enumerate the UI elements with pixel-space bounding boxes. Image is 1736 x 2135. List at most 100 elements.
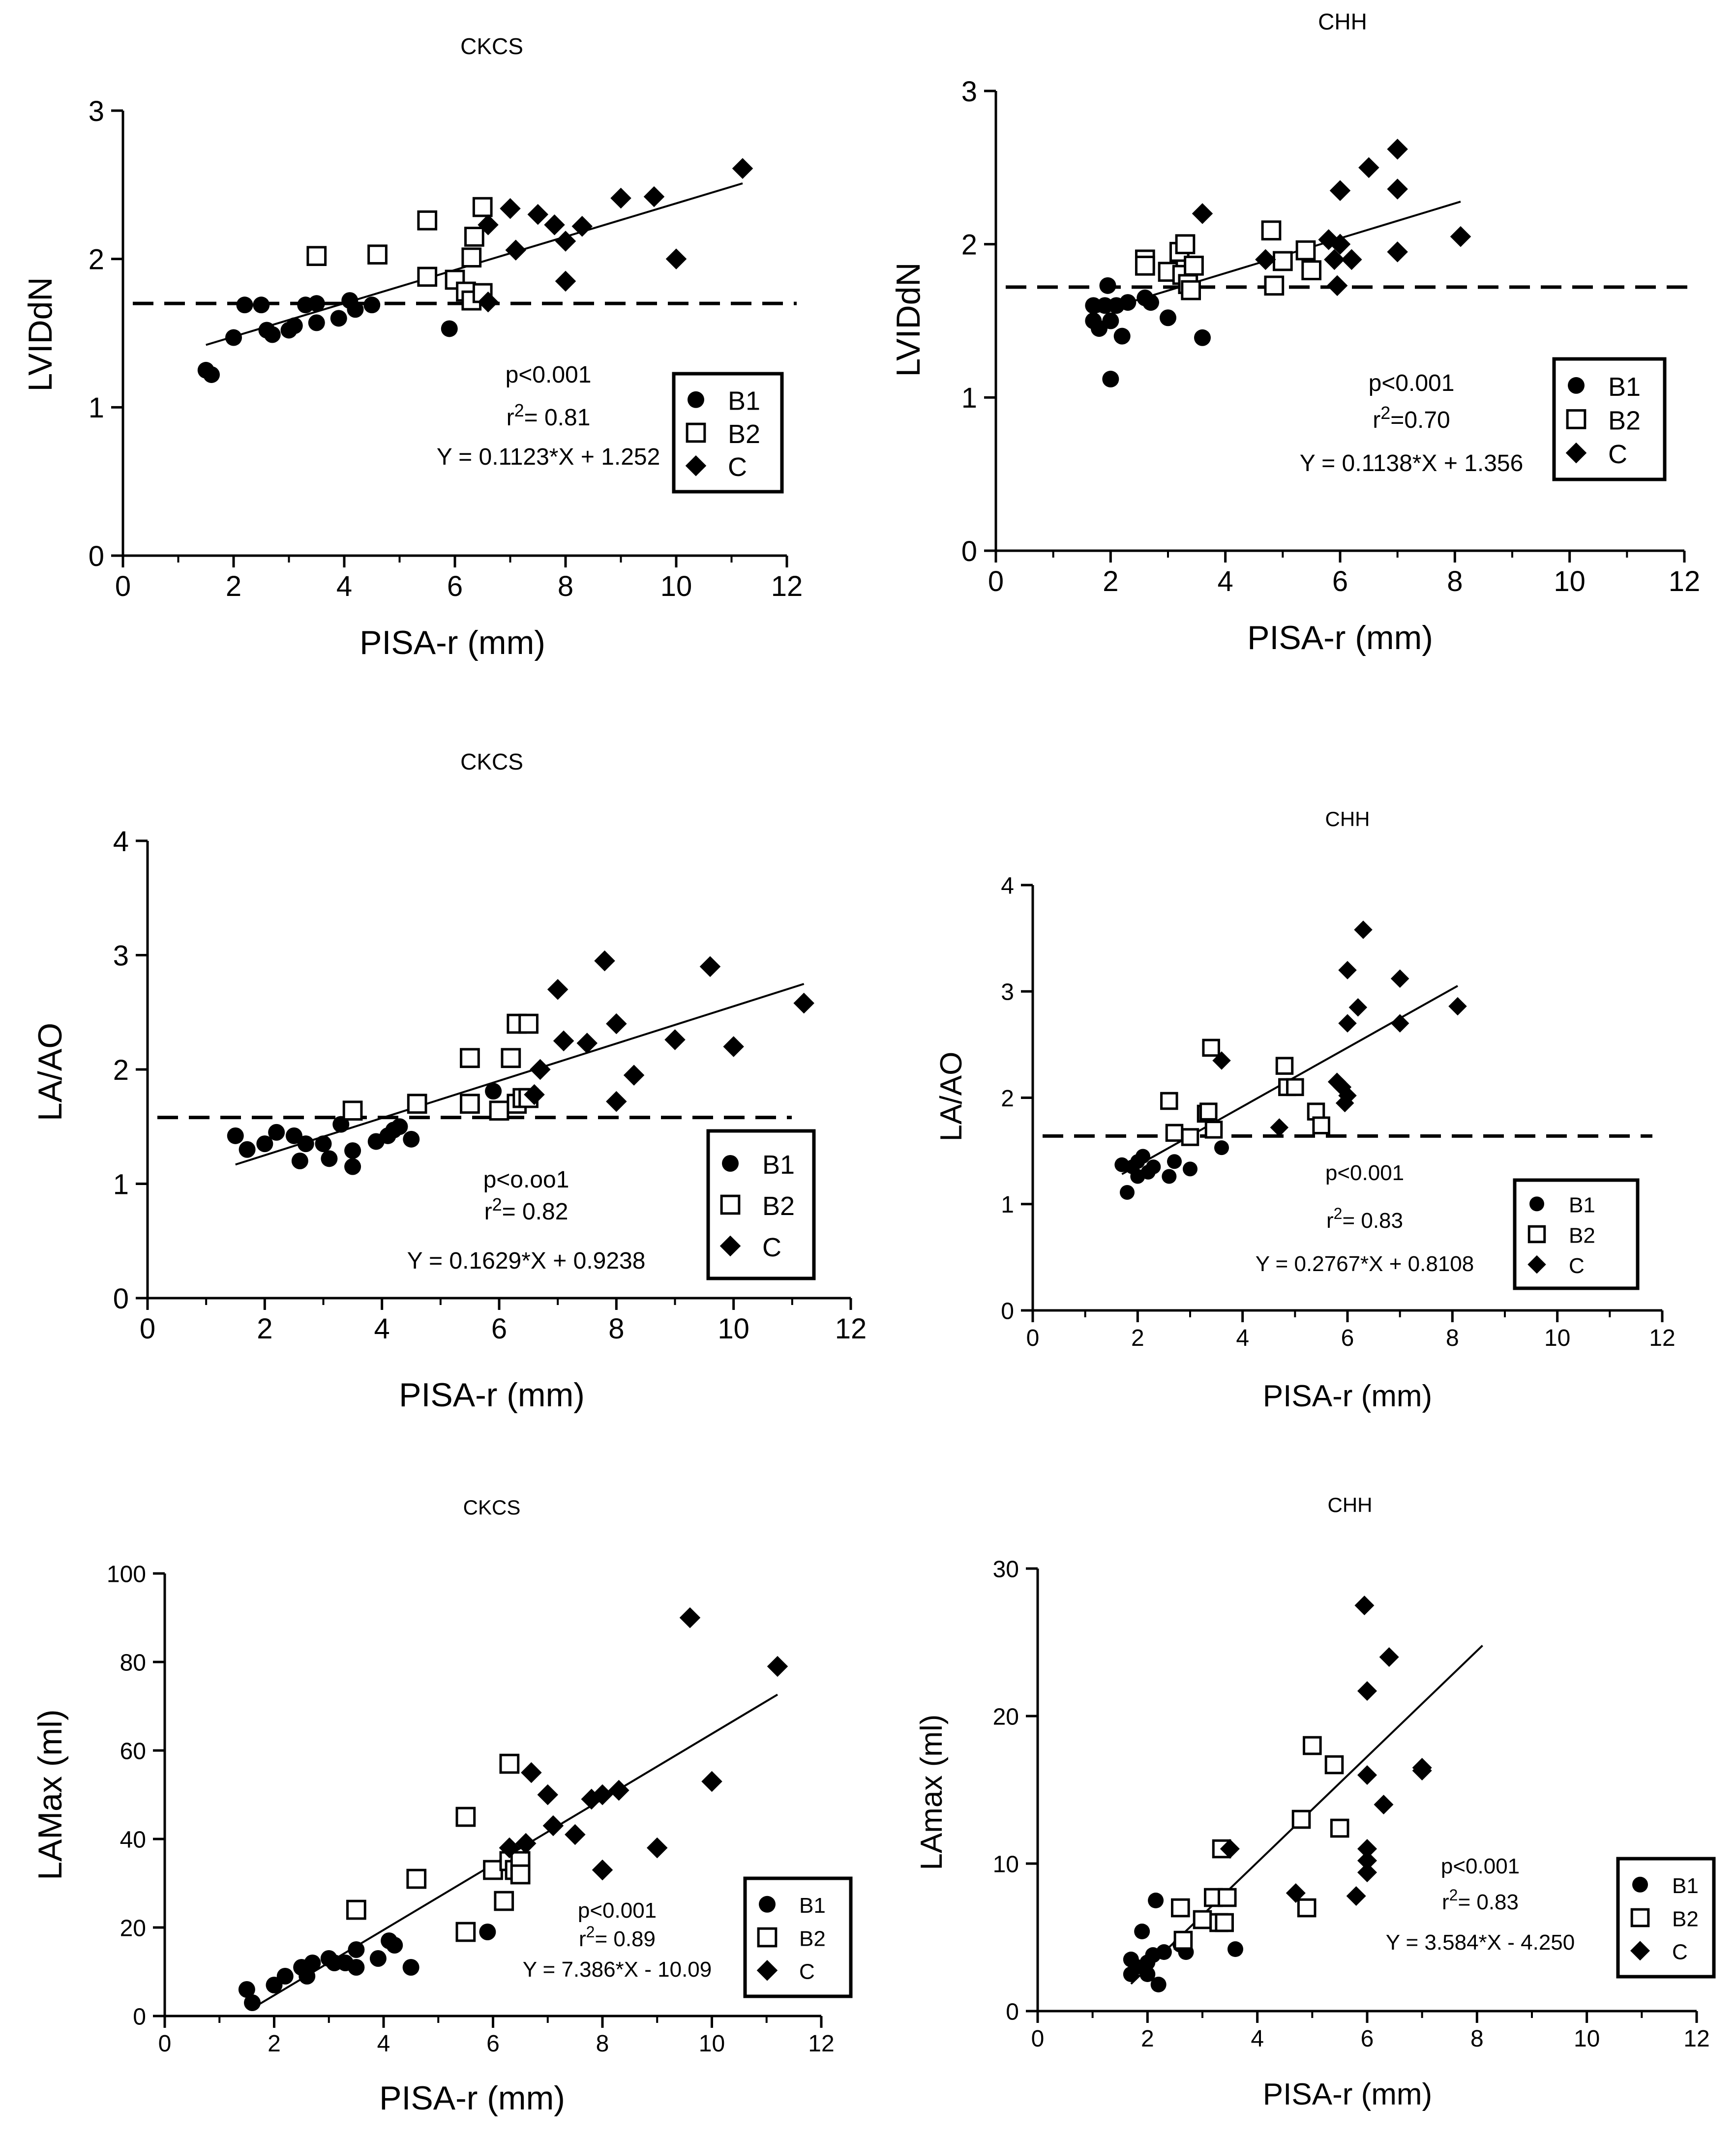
data-point bbox=[1390, 969, 1409, 988]
data-point bbox=[348, 1959, 365, 1976]
data-point bbox=[1175, 234, 1196, 255]
r-squared-exponent: 2 bbox=[1334, 1205, 1343, 1222]
data-point bbox=[1156, 1944, 1172, 1960]
data-point bbox=[1301, 260, 1322, 280]
r-squared-value: = 0.82 bbox=[502, 1199, 569, 1225]
lamax-ckcs-panel: CKCS 0 2 4 6 8 10 12 0 20 40 60 80 100 PISA-r (mm) LAMa… bbox=[31, 1496, 853, 2117]
legend-marker-b2 bbox=[686, 422, 706, 443]
data-point bbox=[1338, 1086, 1357, 1105]
y-tick-label: 20 bbox=[993, 1704, 1019, 1730]
data-point bbox=[699, 956, 721, 977]
data-point bbox=[553, 1030, 574, 1052]
data-point bbox=[530, 1059, 551, 1080]
data-point bbox=[1173, 1930, 1193, 1950]
x-axis-label: PISA-r (mm) bbox=[359, 624, 545, 661]
data-point bbox=[592, 1784, 613, 1806]
y-tick-label: 1 bbox=[1001, 1192, 1014, 1218]
legend-label-b1: B1 bbox=[1569, 1193, 1595, 1217]
data-point bbox=[1329, 234, 1351, 255]
data-point bbox=[500, 198, 521, 219]
y-tick-label: 20 bbox=[120, 1915, 146, 1941]
chart-title: CHH bbox=[1318, 9, 1367, 34]
data-point bbox=[1214, 1140, 1229, 1156]
data-point bbox=[1085, 297, 1102, 314]
y-tick-label: 3 bbox=[89, 95, 104, 127]
y-tick-label: 0 bbox=[113, 1283, 129, 1315]
legend-label-b1: B1 bbox=[728, 386, 760, 416]
data-point bbox=[321, 1150, 338, 1167]
x-tick-label: 0 bbox=[988, 565, 1004, 597]
x-tick-label: 6 bbox=[1341, 1325, 1354, 1351]
data-point bbox=[1326, 275, 1348, 297]
legend-label-b2: B2 bbox=[1569, 1223, 1595, 1247]
x-tick-label: 2 bbox=[257, 1313, 272, 1345]
legend-marker-b2 bbox=[1527, 1225, 1546, 1244]
data-point bbox=[665, 248, 687, 269]
data-point bbox=[1312, 1116, 1330, 1134]
data-point bbox=[1291, 1809, 1311, 1829]
x-axis-label: PISA-r (mm) bbox=[379, 2079, 565, 2117]
x-tick-label: 10 bbox=[718, 1313, 749, 1345]
data-point bbox=[1184, 255, 1204, 276]
y-axis-label: LVIDdN bbox=[890, 262, 927, 377]
x-tick-label: 8 bbox=[596, 2031, 609, 2057]
data-point bbox=[1167, 1154, 1182, 1169]
data-point bbox=[664, 1029, 686, 1050]
data-point bbox=[524, 1084, 545, 1105]
data-point bbox=[1160, 1092, 1178, 1110]
data-point bbox=[537, 1784, 558, 1806]
r-squared-value: =0.70 bbox=[1390, 407, 1450, 433]
data-point bbox=[308, 314, 325, 331]
legend-marker-c bbox=[756, 1959, 778, 1981]
data-point bbox=[1160, 309, 1176, 326]
data-point bbox=[623, 1065, 645, 1086]
series-c bbox=[524, 950, 814, 1112]
data-point bbox=[402, 1959, 419, 1976]
data-point bbox=[403, 1130, 420, 1148]
data-point bbox=[1354, 1596, 1375, 1615]
data-point bbox=[1272, 251, 1293, 271]
x-tick-label: 10 bbox=[1544, 1325, 1570, 1351]
legend: B1 B2 C bbox=[706, 1129, 816, 1280]
x-tick-label: 0 bbox=[1031, 2026, 1045, 2052]
data-point bbox=[1303, 1736, 1322, 1755]
data-point bbox=[723, 1036, 744, 1057]
x-tick-label: 4 bbox=[374, 1313, 390, 1345]
series-b1 bbox=[197, 292, 458, 383]
data-point bbox=[1275, 1057, 1294, 1075]
data-point bbox=[460, 1048, 480, 1068]
chart-title: CKCS bbox=[460, 749, 523, 774]
data-point bbox=[1261, 220, 1282, 240]
data-point bbox=[1136, 1149, 1150, 1164]
y-tick-label: 10 bbox=[993, 1851, 1019, 1877]
r-squared-prefix: r bbox=[1442, 1890, 1449, 1914]
x-tick-label: 4 bbox=[377, 2031, 390, 2057]
legend-marker-b1 bbox=[1529, 1196, 1544, 1212]
r-squared-text: r2= 0.83 bbox=[1442, 1886, 1519, 1914]
series-c bbox=[478, 158, 753, 313]
data-point bbox=[1181, 280, 1201, 300]
data-point bbox=[1379, 1647, 1399, 1667]
series-b2 bbox=[342, 1013, 539, 1121]
data-point bbox=[1102, 312, 1119, 329]
x-tick-label: 12 bbox=[808, 2031, 834, 2057]
data-point bbox=[483, 1860, 503, 1880]
r-squared-value: = 0.83 bbox=[1458, 1890, 1519, 1914]
data-point bbox=[489, 1100, 509, 1121]
legend-label-b2: B2 bbox=[1672, 1907, 1699, 1931]
x-tick-label: 8 bbox=[1446, 1325, 1459, 1351]
data-point bbox=[505, 239, 526, 261]
y-tick-label: 2 bbox=[961, 229, 977, 261]
legend-marker-c bbox=[1527, 1255, 1546, 1274]
legend-label-b2: B2 bbox=[728, 419, 760, 449]
p-value-text: p<0.001 bbox=[1369, 370, 1455, 396]
r-squared-exponent: 2 bbox=[492, 1194, 502, 1215]
series-b1 bbox=[1085, 277, 1211, 387]
regression-line bbox=[235, 983, 805, 1166]
y-axis-label: LVIDdN bbox=[22, 277, 59, 391]
data-point bbox=[592, 1859, 613, 1881]
data-point bbox=[1162, 1169, 1177, 1184]
x-tick-label: 6 bbox=[1332, 565, 1348, 597]
data-point bbox=[236, 297, 253, 314]
legend-label-c: C bbox=[1569, 1254, 1585, 1278]
